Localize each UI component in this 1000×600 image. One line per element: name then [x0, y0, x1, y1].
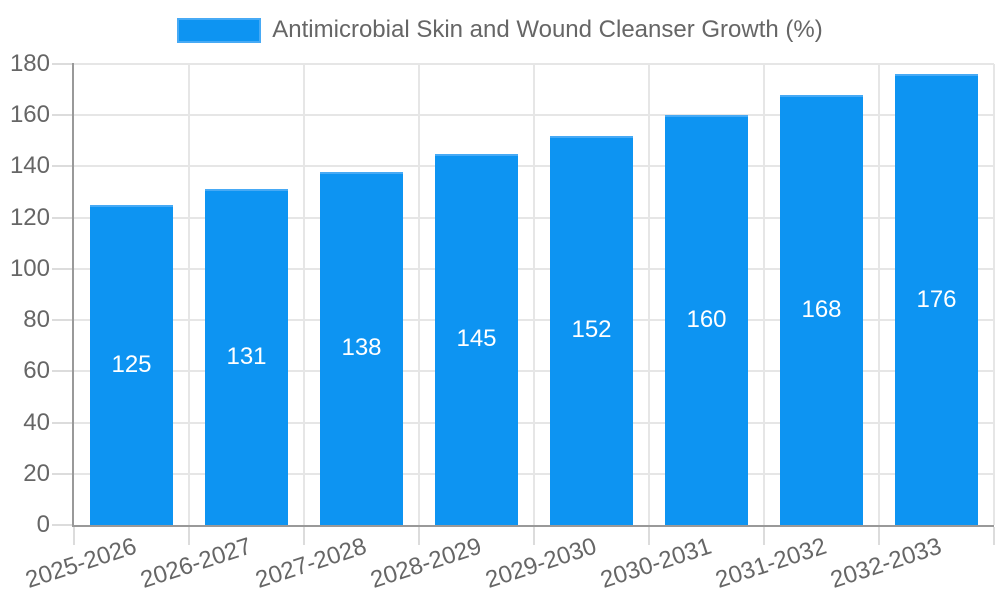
- x-gridline: [188, 64, 190, 525]
- bar-2030-2031[interactable]: [665, 115, 748, 525]
- bar-value-label: 125: [111, 350, 152, 378]
- legend-color-swatch: [177, 17, 262, 43]
- x-axis-line: [72, 525, 994, 527]
- y-axis-tick-label: 120: [9, 203, 50, 231]
- x-gridline: [418, 64, 420, 525]
- y-axis-tick-label: 180: [9, 50, 50, 77]
- y-axis-tick: [52, 472, 72, 475]
- y-axis-tick-label: 100: [9, 254, 50, 282]
- y-axis-tick-label: 40: [23, 408, 50, 436]
- x-axis-category-label: 2026-2027: [137, 532, 255, 594]
- x-axis-category-label: 2028-2029: [367, 532, 485, 594]
- bar-2029-2030[interactable]: [550, 135, 633, 525]
- y-axis-tick-label: 80: [23, 306, 50, 334]
- bar-value-label: 176: [916, 285, 957, 313]
- bar-value-label: 168: [801, 295, 842, 323]
- x-axis-tick: [533, 527, 535, 545]
- bar-2028-2029[interactable]: [435, 153, 518, 525]
- y-axis-tick-label: 140: [9, 152, 50, 180]
- y-axis-tick: [52, 370, 72, 373]
- y-axis-tick-label: 0: [36, 511, 50, 538]
- x-gridline: [763, 64, 765, 525]
- x-axis-tick: [188, 527, 190, 545]
- x-axis-category-label: 2029-2030: [482, 532, 600, 594]
- x-gridline: [303, 64, 305, 525]
- x-gridline: [993, 64, 995, 525]
- bar-2031-2032[interactable]: [780, 94, 863, 525]
- legend-item[interactable]: Antimicrobial Skin and Wound Cleanser Gr…: [177, 16, 823, 44]
- x-axis-tick: [763, 527, 765, 545]
- bar-value-label: 160: [686, 306, 727, 334]
- y-axis-tick: [52, 421, 72, 424]
- y-axis-tick: [52, 63, 72, 65]
- x-axis-category-label: 2027-2028: [252, 532, 370, 594]
- bar-2032-2033[interactable]: [895, 74, 978, 525]
- x-axis-category-label: 2025-2026: [22, 532, 140, 594]
- bar-2026-2027[interactable]: [205, 189, 288, 525]
- y-axis-tick: [52, 267, 72, 270]
- legend-label: Antimicrobial Skin and Wound Cleanser Gr…: [272, 16, 823, 43]
- bar-value-label: 152: [571, 316, 612, 344]
- y-axis-tick: [52, 165, 72, 168]
- y-axis-tick: [52, 524, 72, 526]
- y-axis-tick-label: 60: [23, 357, 50, 385]
- x-gridline: [533, 64, 535, 525]
- x-axis-category-label: 2030-2031: [597, 532, 715, 594]
- legend: Antimicrobial Skin and Wound Cleanser Gr…: [0, 16, 1000, 44]
- y-axis-line: [72, 63, 74, 527]
- bar-value-label: 145: [456, 325, 497, 353]
- x-axis-category-label: 2032-2033: [827, 532, 945, 594]
- y-axis-tick: [52, 216, 72, 219]
- x-gridline: [878, 64, 880, 525]
- bar-2025-2026[interactable]: [90, 204, 173, 525]
- bar-2027-2028[interactable]: [320, 171, 403, 525]
- bar-value-label: 138: [341, 334, 382, 362]
- y-axis-tick-label: 20: [23, 459, 50, 487]
- x-axis-tick: [73, 527, 75, 545]
- bar-value-label: 131: [226, 343, 267, 371]
- y-axis-tick: [52, 114, 72, 117]
- x-axis-tick: [418, 527, 420, 545]
- y-axis-tick-label: 160: [9, 101, 50, 129]
- x-gridline: [648, 64, 650, 525]
- x-axis-category-label: 2031-2032: [712, 532, 830, 594]
- x-axis-tick: [648, 527, 650, 545]
- x-axis-tick: [993, 527, 995, 545]
- x-axis-tick: [303, 527, 305, 545]
- y-axis-tick: [52, 319, 72, 322]
- x-axis-tick: [878, 527, 880, 545]
